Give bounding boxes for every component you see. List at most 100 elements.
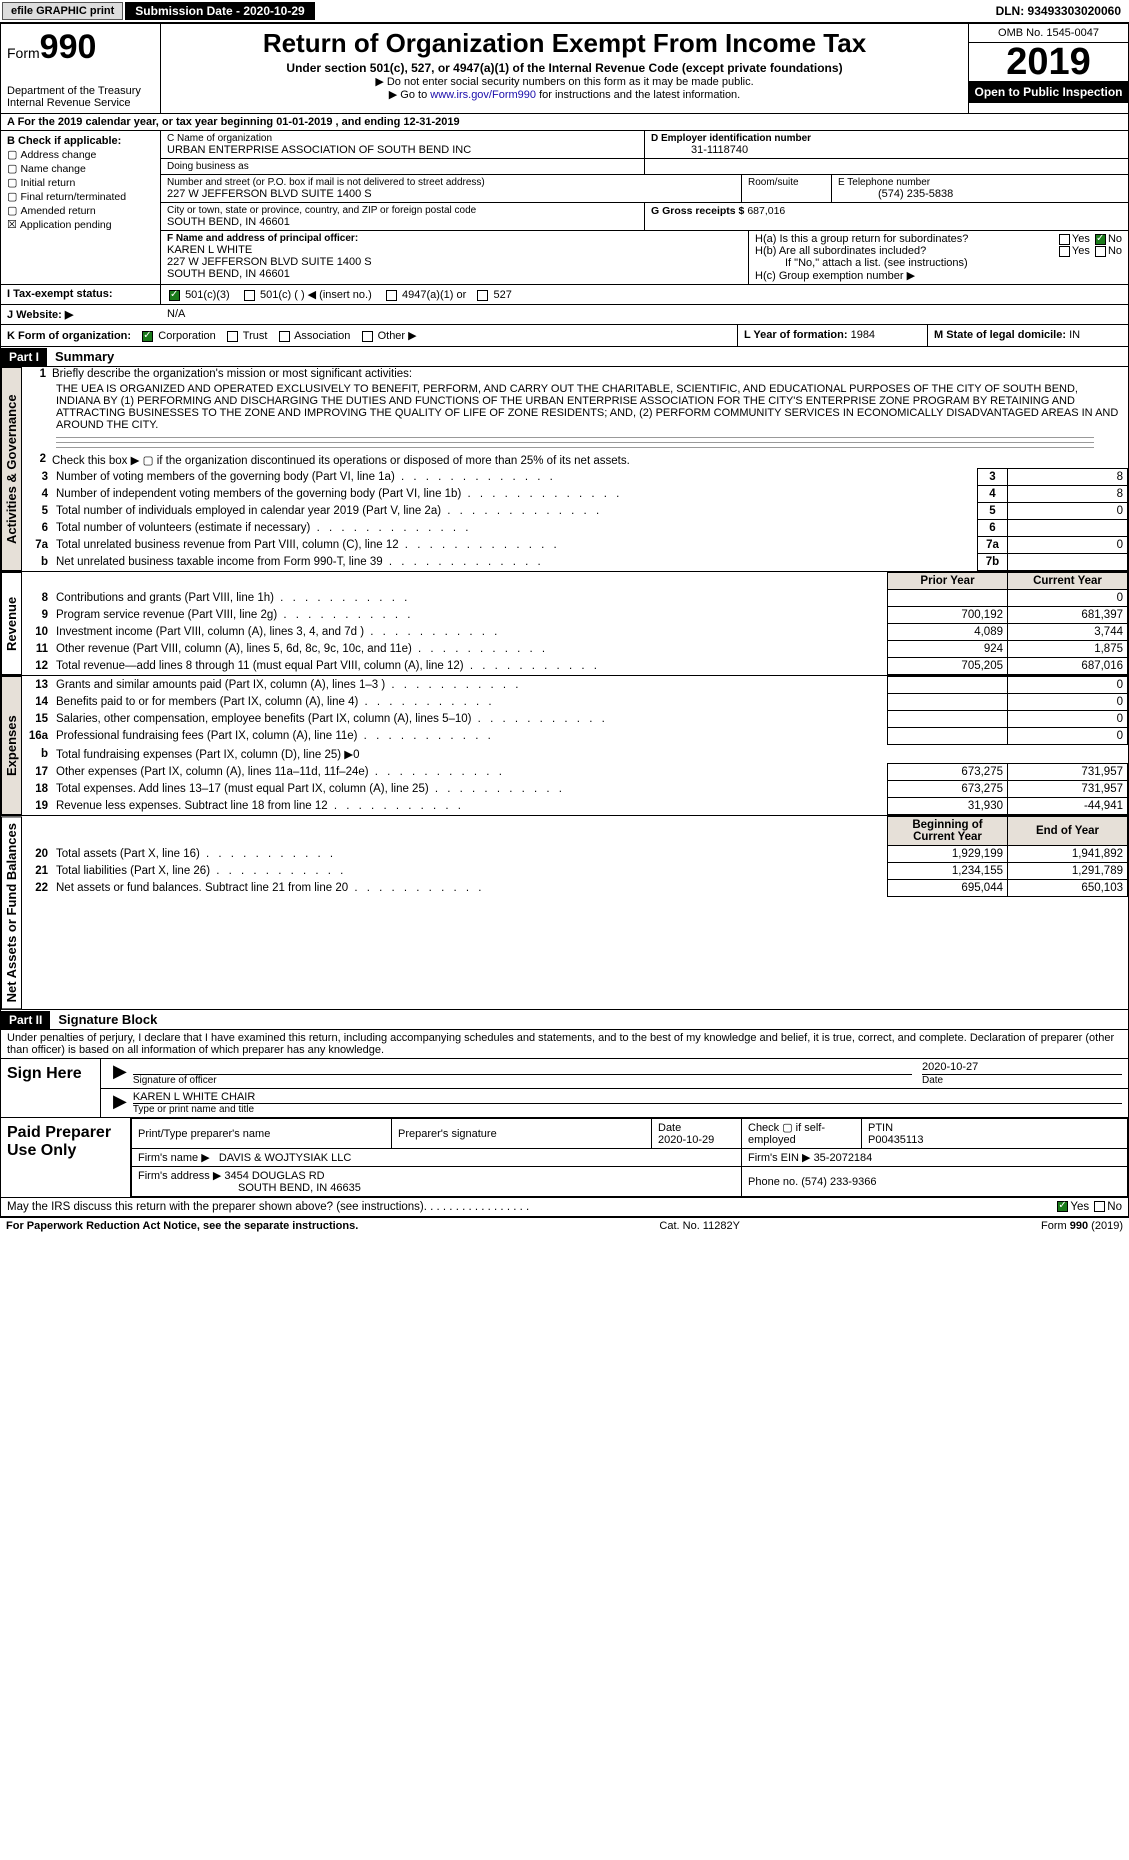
table-row: 13 Grants and similar amounts paid (Part… [22,677,1128,694]
vtab-expenses: Expenses [1,676,22,815]
vtab-activities: Activities & Governance [1,367,22,571]
cb-application-pending[interactable]: Application pending [7,218,154,231]
sign-arrow-icon: ▶ [107,1061,133,1086]
hdr-current-year: Current Year [1008,573,1128,590]
discuss-yes[interactable] [1057,1201,1068,1212]
part-1-header: Part I [1,348,47,366]
hdr-beginning: Beginning of Current Year [888,817,1008,846]
mission-label: Briefly describe the organization's miss… [52,368,1124,380]
table-row: 8 Contributions and grants (Part VIII, l… [22,590,1128,607]
form-title: Return of Organization Exempt From Incom… [169,28,960,59]
cb-initial-return[interactable]: Initial return [7,176,154,189]
discuss-row: May the IRS discuss this return with the… [0,1198,1129,1217]
hdr-prior-year: Prior Year [888,573,1008,590]
cb-trust[interactable] [227,331,238,342]
cb-corporation[interactable] [142,331,153,342]
table-row: 9 Program service revenue (Part VIII, li… [22,607,1128,624]
part-2-bar: Part II Signature Block [0,1010,1129,1030]
cb-527[interactable] [477,290,488,301]
efile-print-button[interactable]: efile GRAPHIC print [2,2,123,20]
part-2-title: Signature Block [50,1010,165,1029]
ha-yes[interactable] [1059,234,1070,245]
vtab-net-assets: Net Assets or Fund Balances [1,816,22,1009]
activities-governance-section: Activities & Governance 1Briefly describ… [0,367,1129,572]
prep-name-label: Print/Type preparer's name [132,1119,392,1149]
footer: For Paperwork Reduction Act Notice, see … [0,1217,1129,1234]
col-c-org-info: C Name of organization URBAN ENTERPRISE … [161,131,1128,284]
city-label: City or town, state or province, country… [167,205,638,216]
irs-link[interactable]: www.irs.gov/Form990 [430,89,536,101]
line-2: Check this box ▶ ▢ if the organization d… [52,453,1124,467]
tax-year: 2019 [969,43,1128,81]
cb-4947[interactable] [386,290,397,301]
table-row: 12 Total revenue—add lines 8 through 11 … [22,658,1128,675]
discuss-no[interactable] [1094,1201,1105,1212]
revenue-table: Prior Year Current Year 8 Contributions … [22,572,1128,675]
instructions-link-row: Go to www.irs.gov/Form990 for instructio… [169,88,960,101]
street: 227 W JEFFERSON BLVD SUITE 1400 S [167,188,735,200]
vtab-revenue: Revenue [1,572,22,675]
h-c: H(c) Group exemption number ▶ [755,269,1122,282]
ha-no[interactable] [1095,234,1106,245]
cb-other[interactable] [362,331,373,342]
sign-here-block: Sign Here ▶ Signature of officer 2020-10… [0,1059,1129,1118]
ssn-warning: Do not enter social security numbers on … [169,75,960,88]
table-row: 15 Salaries, other compensation, employe… [22,711,1128,728]
prep-date: 2020-10-29 [658,1134,714,1146]
org-name: URBAN ENTERPRISE ASSOCIATION OF SOUTH BE… [167,144,638,156]
ein: 31-1118740 [651,144,1122,156]
form-subtitle: Under section 501(c), 527, or 4947(a)(1)… [169,61,960,75]
cb-501c3[interactable] [169,290,180,301]
sig-officer-label: Signature of officer [133,1075,912,1086]
table-row: 18 Total expenses. Add lines 13–17 (must… [22,781,1128,798]
cb-address-change[interactable]: Address change [7,148,154,161]
org-name-label: C Name of organization [167,133,638,144]
ag-table: 3 Number of voting members of the govern… [22,468,1128,571]
officer-label: F Name and address of principal officer: [167,233,742,244]
table-row: 14 Benefits paid to or for members (Part… [22,694,1128,711]
table-row: 19 Revenue less expenses. Subtract line … [22,798,1128,815]
expenses-table: 13 Grants and similar amounts paid (Part… [22,676,1128,815]
col-b-checkboxes: B Check if applicable: Address change Na… [1,131,161,284]
table-row: 4 Number of independent voting members o… [22,486,1128,503]
cb-final-return[interactable]: Final return/terminated [7,190,154,203]
prep-sig-label: Preparer's signature [392,1119,652,1149]
dept-treasury: Department of the Treasury Internal Reve… [7,85,154,109]
gross-receipts: 687,016 [747,205,785,217]
footer-catalog: Cat. No. 11282Y [659,1220,740,1232]
cb-name-change[interactable]: Name change [7,162,154,175]
form-header: Form990 Department of the Treasury Inter… [0,23,1129,114]
firm-ein: 35-2072184 [814,1152,873,1164]
officer-addr2: SOUTH BEND, IN 46601 [167,268,742,280]
cb-amended-return[interactable]: Amended return [7,204,154,217]
sign-arrow-icon-2: ▶ [107,1091,133,1115]
phone-label: E Telephone number [838,177,1122,188]
net-assets-table: Beginning of Current Year End of Year 20… [22,816,1128,897]
row-a-tax-year: A For the 2019 calendar year, or tax yea… [0,114,1129,131]
sig-date-label: Date [922,1075,1122,1086]
phone: (574) 235-5838 [838,188,1122,200]
row-j-website: J Website: ▶ N/A [0,305,1129,325]
top-bar: efile GRAPHIC print Submission Date - 20… [0,0,1129,23]
expenses-section: Expenses 13 Grants and similar amounts p… [0,676,1129,816]
hb-no[interactable] [1095,246,1106,257]
dba-label: Doing business as [167,161,638,172]
cb-association[interactable] [279,331,290,342]
table-row: 10 Investment income (Part VIII, column … [22,624,1128,641]
part-1-title: Summary [47,347,122,366]
table-row: b Net unrelated business taxable income … [22,554,1128,571]
room-label: Room/suite [748,177,825,188]
officer-print-name: KAREN L WHITE CHAIR [133,1091,1122,1104]
open-to-public: Open to Public Inspection [969,81,1128,103]
row-i-tax-status: I Tax-exempt status: 501(c)(3) 501(c) ( … [0,285,1129,305]
cb-501c[interactable] [244,290,255,301]
paid-preparer-label: Paid Preparer Use Only [1,1118,131,1197]
hdr-end: End of Year [1008,817,1128,846]
submission-date: Submission Date - 2020-10-29 [125,2,314,20]
table-row: 11 Other revenue (Part VIII, column (A),… [22,641,1128,658]
table-row: 17 Other expenses (Part IX, column (A), … [22,764,1128,781]
officer-addr1: 227 W JEFFERSON BLVD SUITE 1400 S [167,256,742,268]
hb-yes[interactable] [1059,246,1070,257]
year-formation: 1984 [851,329,875,341]
section-bcd: B Check if applicable: Address change Na… [0,131,1129,285]
